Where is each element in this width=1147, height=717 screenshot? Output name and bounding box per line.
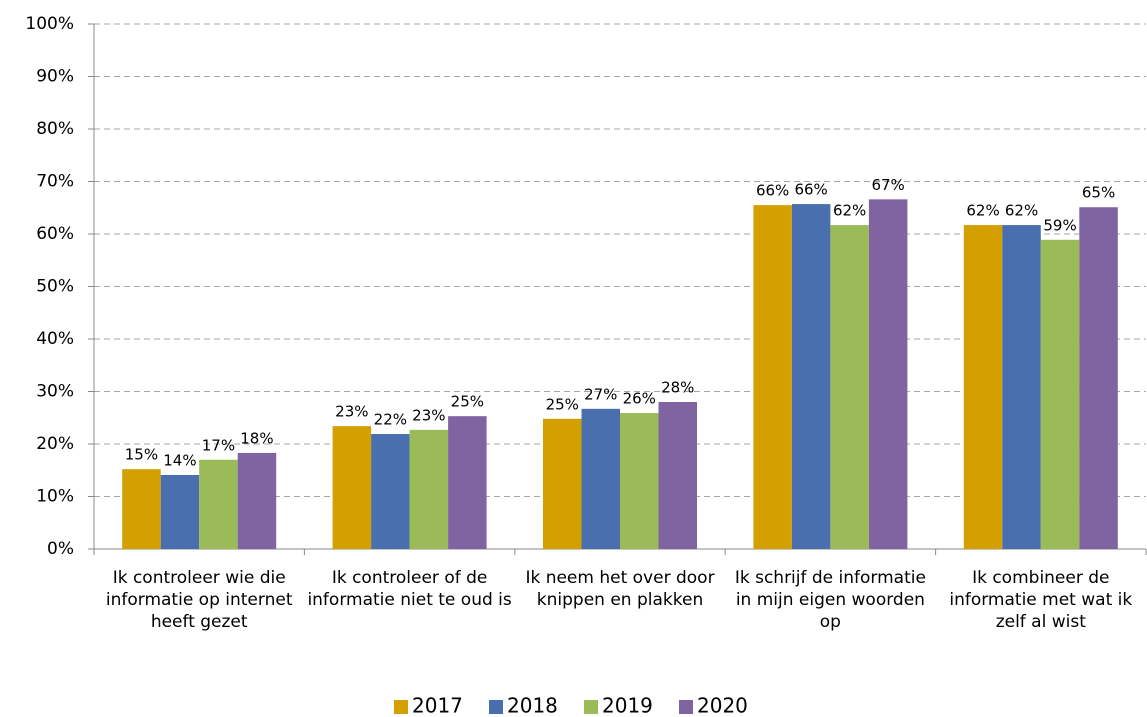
x-tick-label: Ik neem het over door knippen en plakken — [525, 568, 715, 610]
data-label: 67% — [871, 176, 904, 194]
data-label: 23% — [335, 403, 368, 421]
legend-swatch — [584, 700, 598, 714]
y-tick-label: 50% — [36, 277, 74, 297]
legend-label: 2018 — [507, 694, 558, 717]
data-label: 22% — [374, 411, 407, 429]
y-tick-label: 80% — [36, 119, 74, 139]
bar — [1002, 225, 1041, 549]
bar — [658, 402, 697, 549]
y-tick-label: 30% — [36, 382, 74, 402]
bar — [448, 416, 487, 549]
x-tick-label: Ik controleer wie die informatie op inte… — [105, 568, 293, 632]
data-label: 66% — [756, 182, 789, 200]
y-tick-label: 100% — [25, 14, 74, 34]
bar — [543, 418, 582, 549]
y-tick-label: 0% — [47, 539, 74, 559]
legend-label: 2019 — [602, 694, 653, 717]
legend-label: 2020 — [697, 694, 748, 717]
x-tick-label: Ik controleer of de informatie niet te o… — [307, 568, 512, 610]
bar — [620, 413, 659, 549]
data-label: 28% — [661, 379, 694, 397]
data-label: 62% — [966, 202, 999, 220]
bar — [371, 434, 410, 549]
bar — [868, 199, 908, 549]
data-label: 62% — [833, 202, 866, 220]
data-label: 18% — [240, 429, 273, 447]
x-tick-label: Ik combineer de informatie met wat ik ze… — [949, 568, 1133, 632]
x-tick-label: Ik schrijf de informatie in mijn eigen w… — [734, 568, 926, 632]
data-label: 65% — [1082, 184, 1115, 202]
bar — [160, 474, 200, 549]
bar — [753, 205, 792, 549]
data-label: 25% — [451, 393, 484, 411]
y-tick-label: 60% — [36, 224, 74, 244]
data-label: 27% — [584, 385, 617, 403]
bar — [1040, 239, 1080, 549]
data-label: 62% — [1005, 202, 1038, 220]
legend-label: 2017 — [412, 694, 463, 717]
data-label: 66% — [794, 181, 827, 199]
data-label: 26% — [623, 390, 656, 408]
y-tick-label: 90% — [36, 67, 74, 87]
bar — [1079, 207, 1118, 549]
legend-swatch — [489, 700, 503, 714]
legend-swatch — [679, 700, 693, 714]
data-label: 23% — [412, 406, 445, 424]
y-tick-label: 20% — [36, 434, 74, 454]
bar — [332, 426, 372, 549]
y-tick-label: 70% — [36, 172, 74, 192]
bar — [199, 459, 238, 549]
data-label: 25% — [546, 395, 579, 413]
bar — [237, 452, 277, 549]
bar — [963, 225, 1003, 549]
data-label: 15% — [125, 446, 158, 464]
bar — [581, 408, 620, 549]
bar — [791, 204, 831, 549]
bar — [122, 469, 161, 549]
data-label: 59% — [1043, 216, 1076, 234]
y-tick-label: 40% — [36, 329, 74, 349]
data-label: 14% — [163, 451, 196, 469]
data-label: 17% — [202, 436, 235, 454]
y-tick-label: 10% — [36, 487, 74, 507]
bar — [409, 429, 449, 549]
legend-swatch — [394, 700, 408, 714]
bar — [830, 225, 869, 549]
